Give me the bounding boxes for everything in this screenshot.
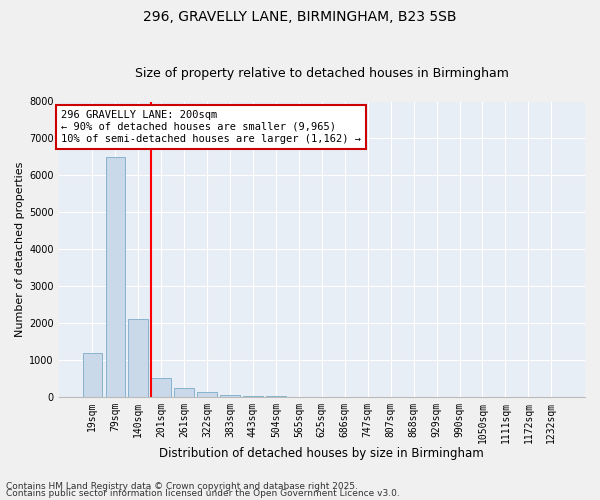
Text: 296, GRAVELLY LANE, BIRMINGHAM, B23 5SB: 296, GRAVELLY LANE, BIRMINGHAM, B23 5SB (143, 10, 457, 24)
Bar (106, 157, 125, 397)
Bar (243, 396, 263, 397)
Bar (197, 392, 217, 397)
X-axis label: Distribution of detached houses by size in Birmingham: Distribution of detached houses by size … (160, 447, 484, 460)
Title: Size of property relative to detached houses in Birmingham: Size of property relative to detached ho… (135, 66, 509, 80)
Bar (151, 378, 171, 397)
Bar (128, 320, 148, 397)
Bar (220, 394, 240, 397)
Text: Contains HM Land Registry data © Crown copyright and database right 2025.: Contains HM Land Registry data © Crown c… (6, 482, 358, 491)
Bar (175, 388, 194, 397)
Text: Contains public sector information licensed under the Open Government Licence v3: Contains public sector information licen… (6, 490, 400, 498)
Y-axis label: Number of detached properties: Number of detached properties (15, 162, 25, 337)
Text: 296 GRAVELLY LANE: 200sqm
← 90% of detached houses are smaller (9,965)
10% of se: 296 GRAVELLY LANE: 200sqm ← 90% of detac… (61, 110, 361, 144)
Bar (83, 352, 102, 397)
